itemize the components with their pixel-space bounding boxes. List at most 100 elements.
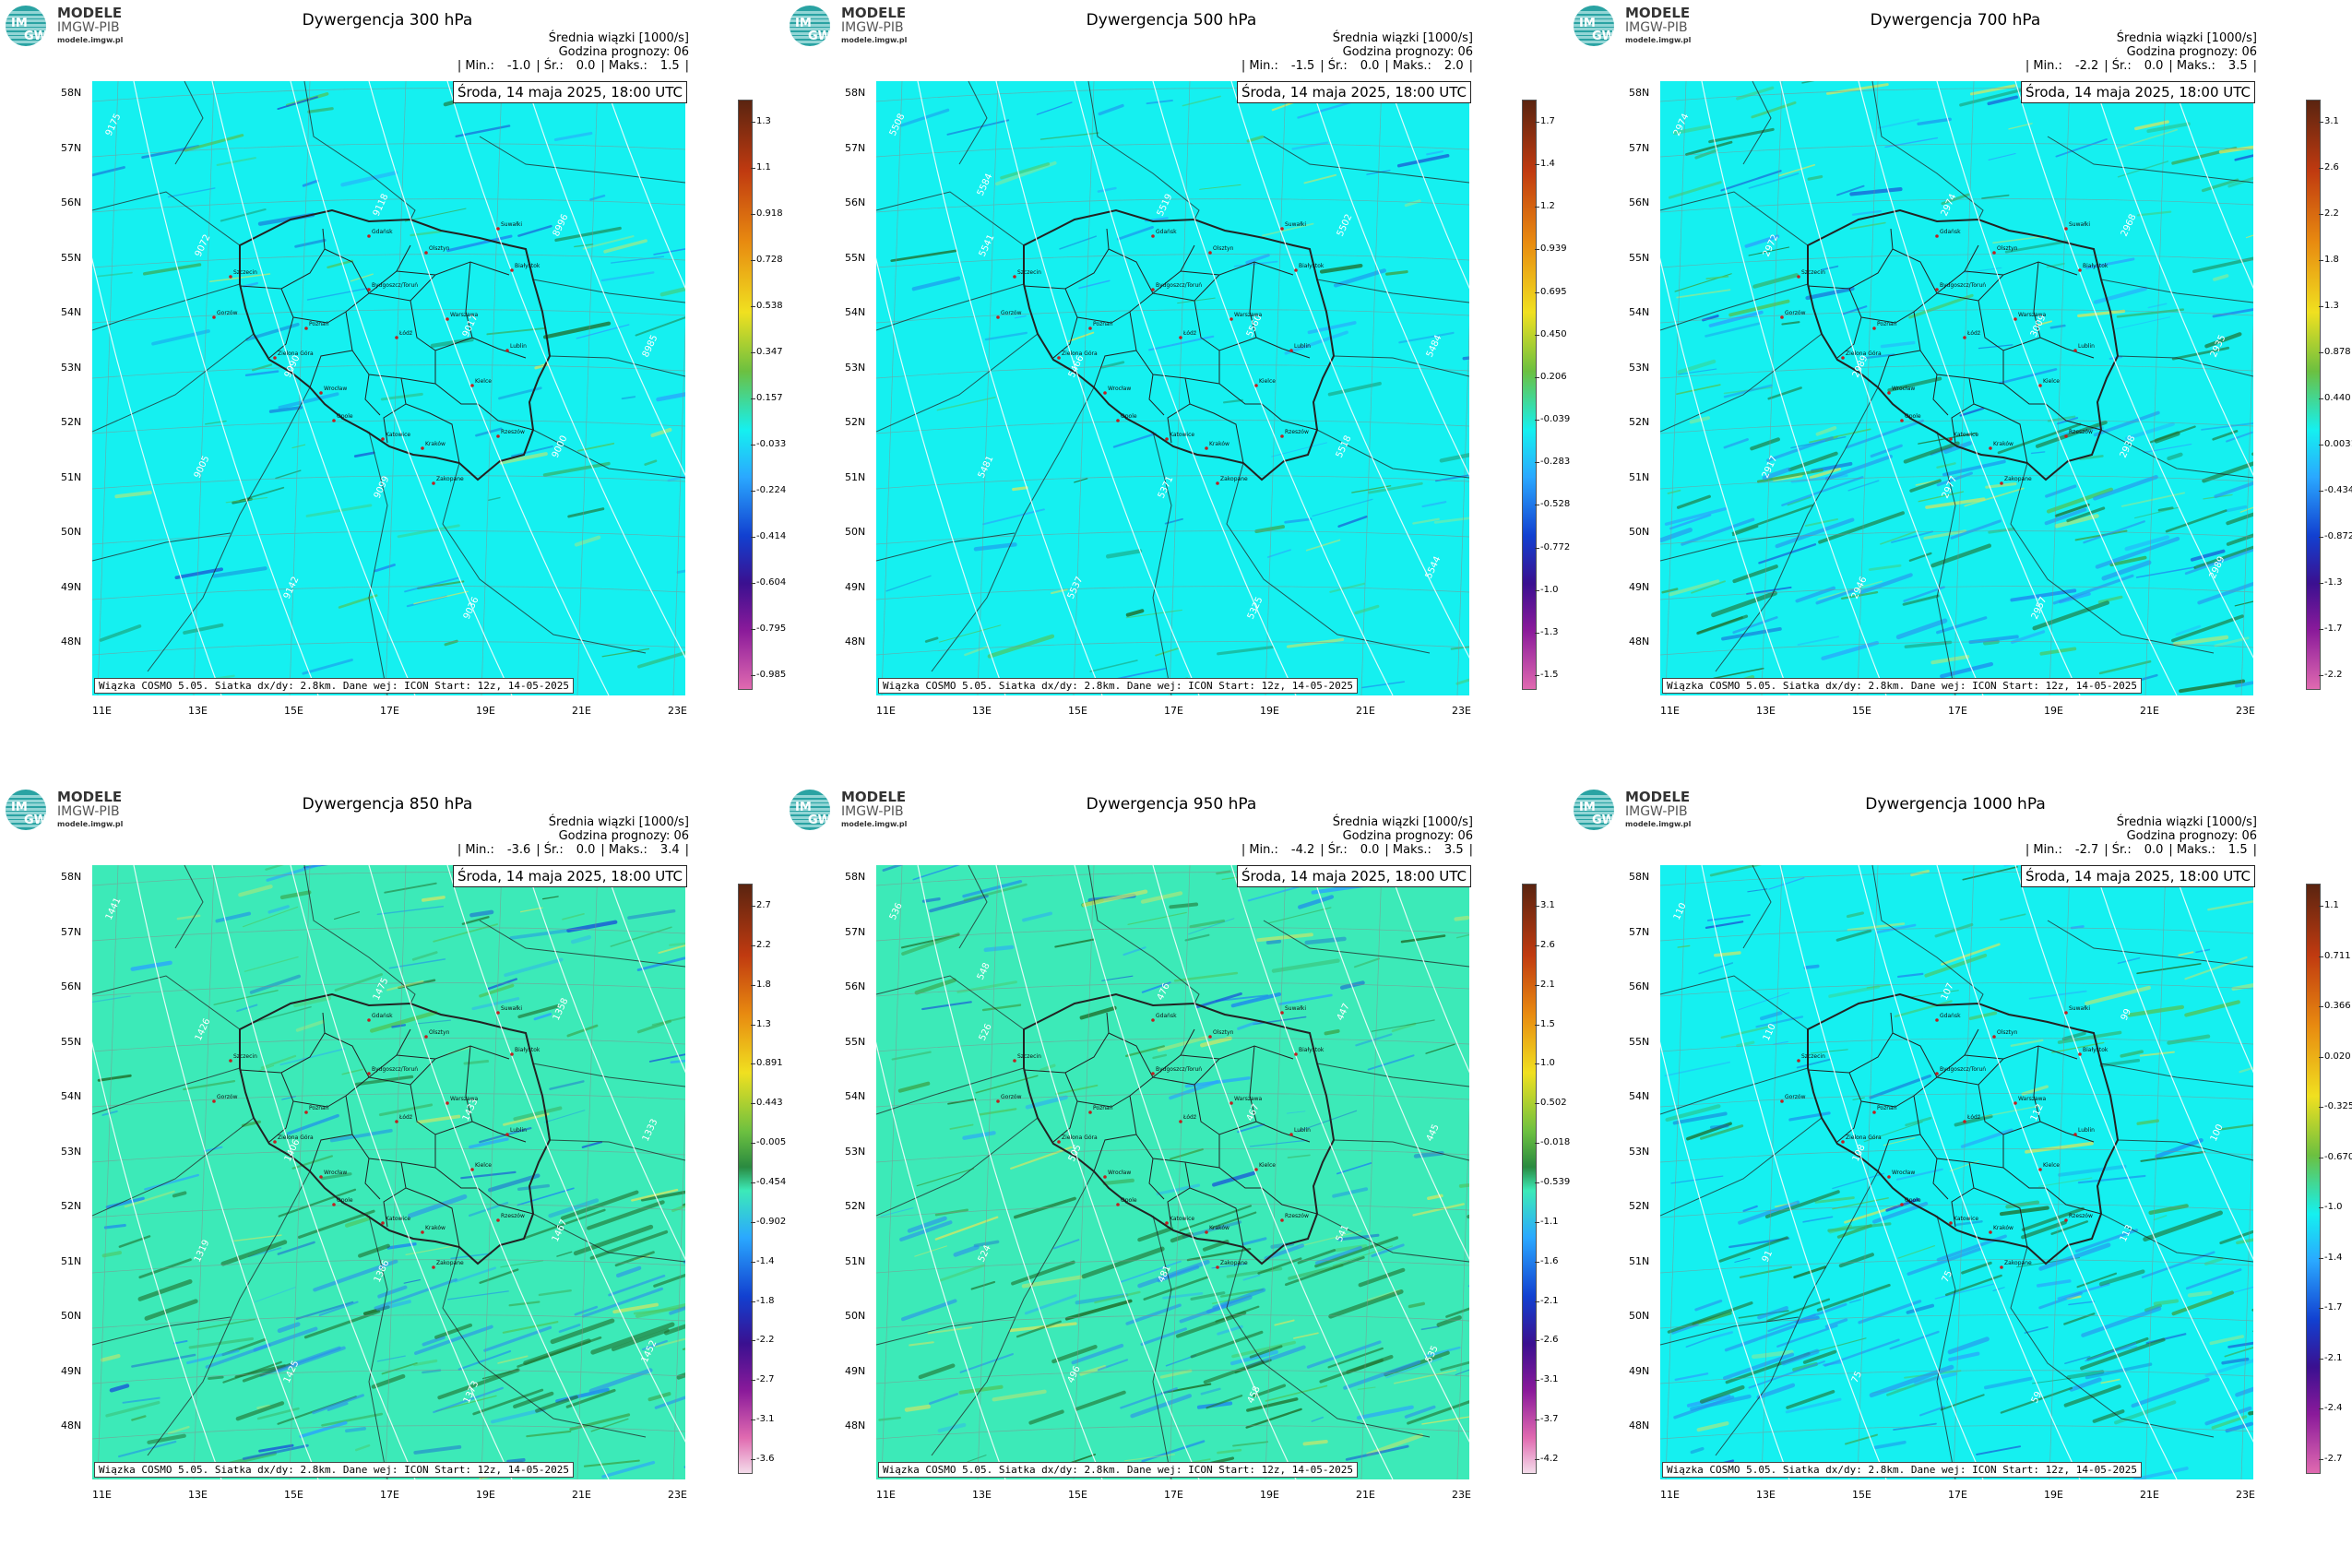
city-dot: [2064, 434, 2068, 438]
logo-org: IMGW-PIB: [57, 804, 120, 819]
voivodeship-border: [1129, 1095, 1186, 1163]
contour-label: 112: [2029, 1102, 2046, 1123]
voivodeship-border: [309, 1134, 353, 1172]
city-dot: [332, 419, 336, 422]
footer-label: Wiązka COSMO 5.05. Siatka dx/dy: 2.8km. …: [94, 678, 574, 694]
cities: Gdańsk Olsztyn Białystok Szczecin Bydgoszcz/…: [212, 1005, 540, 1269]
city-label: Łódź: [1182, 1114, 1196, 1121]
voivodeship-border: [1968, 1161, 2102, 1215]
city-dot: [1963, 1120, 1966, 1123]
city-dot: [1294, 1052, 1298, 1056]
lon-label: 17E: [1948, 705, 1967, 717]
lat-label: 57N: [61, 141, 82, 154]
poland-border: [1023, 992, 1336, 1265]
voivodeship-border: [1860, 1028, 1979, 1108]
neighbor-border: [147, 1170, 311, 1456]
voivodeship-border: [1951, 403, 1975, 444]
colorbar-tick-label: -1.5: [1535, 670, 1559, 680]
voivodeship-border: [1807, 228, 1894, 290]
voivodeship-border: [1148, 1158, 1165, 1200]
colorbar-tick-label: -0.670: [2318, 1152, 2352, 1162]
neighbor-border: [931, 1170, 1095, 1456]
cities: Gdańsk Olsztyn Białystok Szczecin Bydgoszcz/…: [1780, 221, 2108, 485]
mean-label: | Śr.:: [536, 843, 564, 857]
lon-label: 21E: [1356, 705, 1375, 717]
neighbor-border: [1660, 333, 1823, 433]
lat-label: 51N: [1629, 470, 1650, 483]
neighbor-border: [1087, 81, 1200, 220]
city-label: Zakopane: [2004, 476, 2032, 482]
city-dot: [470, 384, 474, 387]
mean-value: 0.0: [1360, 59, 1380, 73]
mean-label: | Śr.:: [536, 59, 564, 73]
city-label: Wrocław: [1892, 1170, 1915, 1176]
neighbor-border: [479, 136, 685, 184]
neighbor-border: [92, 532, 232, 562]
neighbor-border: [92, 191, 241, 246]
lat-label: 49N: [1629, 1364, 1650, 1377]
city-dot: [2064, 1011, 2068, 1015]
city-dot: [496, 1011, 500, 1015]
city-dot: [1935, 1018, 1939, 1022]
lat-label: 57N: [61, 925, 82, 938]
neighbor-border: [876, 1316, 1016, 1346]
contour-label: 1358: [552, 997, 571, 1023]
city-dot: [1254, 384, 1258, 387]
city-label: Opole: [337, 1197, 353, 1204]
lon-label: 15E: [1852, 705, 1871, 717]
voivodeship-border: [1108, 1032, 1154, 1078]
colorbar-tick-label: -0.434: [2318, 485, 2352, 495]
lat-label: 58N: [1629, 871, 1650, 883]
contour-label: 75: [1850, 1370, 1864, 1384]
city-dot: [2073, 1133, 2077, 1136]
city-dot: [1992, 251, 1996, 255]
city-dot: [996, 315, 1000, 319]
logo-mark-icon: IM GW: [6, 6, 46, 46]
city-label: Opole: [1121, 413, 1137, 420]
city-dot: [1935, 288, 1939, 291]
city-dot: [332, 1203, 336, 1206]
city-label: Zielona Góra: [1062, 350, 1098, 357]
colorbar: [738, 100, 753, 690]
end-bar: |: [1468, 843, 1473, 857]
lat-label: 50N: [845, 526, 866, 538]
lat-label: 50N: [1629, 1310, 1650, 1322]
contour-label: 9005: [193, 455, 212, 481]
city-label: Zakopane: [436, 1260, 464, 1266]
stats-info: Średnia wiązki [1000/s] Godzina prognozy:…: [1241, 815, 1473, 857]
colorbar-tick-label: 1.3: [751, 1018, 771, 1029]
contour-label: 2957: [2030, 596, 2049, 622]
city-label: Rzeszów: [1285, 429, 1309, 435]
logo-org: IMGW-PIB: [1625, 804, 1688, 819]
stats-line: | Min.: -2.7 | Śr.: 0.0 | Maks.: 1.5 |: [2025, 843, 2257, 857]
colorbar-tick-label: 0.939: [1535, 244, 1567, 255]
colorbar-tick-label: -1.1: [1535, 1216, 1559, 1227]
map-svg: 9175 9072 9090 9099 9036 8996 8985 9005 9142 9118…: [92, 81, 685, 695]
stats-info: Średnia wiązki [1000/s] Godzina prognozy:…: [2025, 815, 2257, 857]
neighbor-border: [958, 81, 988, 165]
city-label: Gdańsk: [372, 1013, 393, 1019]
city-label: Bydgoszcz/Toruń: [1156, 282, 1202, 289]
voivodeship-border: [1184, 1161, 1318, 1215]
logo-url: modele.imgw.pl: [841, 36, 908, 44]
voivodeship-border: [1913, 311, 1970, 379]
neighbor-border: [2100, 429, 2253, 479]
city-dot: [1013, 1059, 1016, 1063]
voivodeship-border: [1877, 1134, 1921, 1172]
min-value: -2.2: [2074, 59, 2099, 73]
footer-label: Wiązka COSMO 5.05. Siatka dx/dy: 2.8km. …: [94, 1462, 574, 1478]
city-dot: [212, 315, 216, 319]
lat-label: 52N: [845, 1200, 866, 1212]
lat-label: 52N: [845, 416, 866, 428]
city-dot: [1151, 1018, 1155, 1022]
neighbor-border: [1087, 865, 1200, 1004]
contour-label: 5541: [978, 233, 997, 259]
max-value: 1.5: [2227, 843, 2248, 857]
lon-label: 13E: [1756, 705, 1776, 717]
city-dot: [2038, 1168, 2042, 1171]
logo-org: IMGW-PIB: [1625, 20, 1688, 35]
city-label: Zakopane: [1220, 476, 1248, 482]
colorbar-tick-label: -2.7: [751, 1374, 775, 1385]
colorbar-tick-label: -3.1: [1535, 1374, 1559, 1385]
contour-label: 59: [2030, 1390, 2044, 1405]
